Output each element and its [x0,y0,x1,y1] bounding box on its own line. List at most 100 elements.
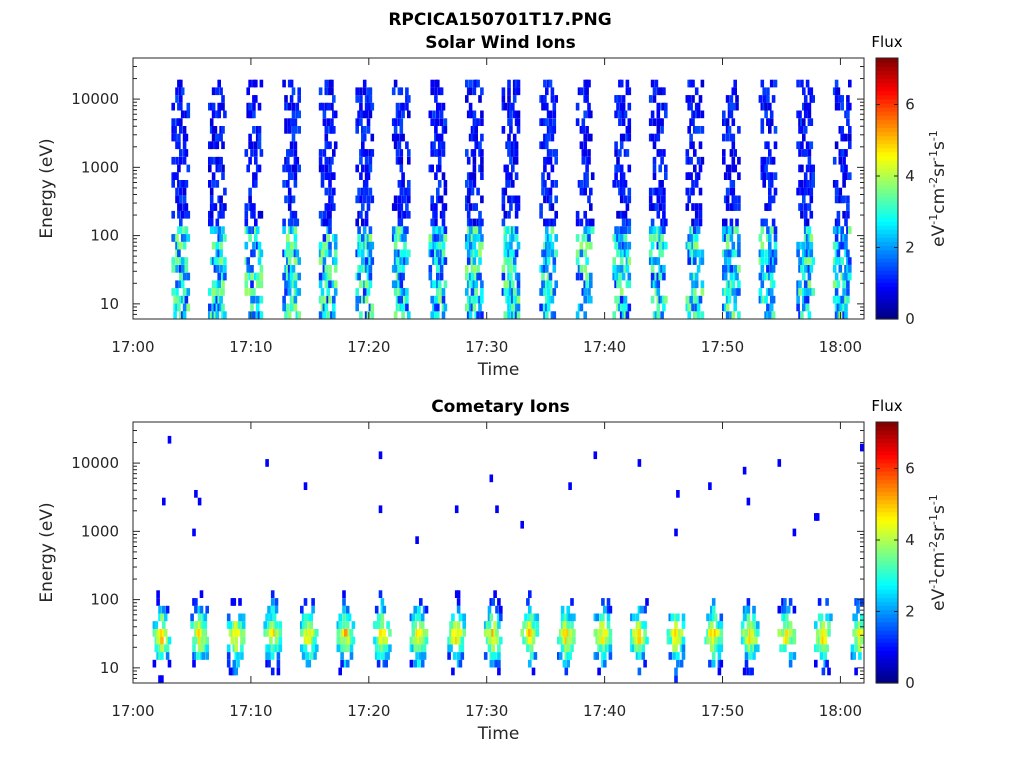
spectrogram-cell [430,249,434,258]
spectrogram-cell [284,195,288,204]
spectrogram-cell [589,218,593,227]
colorbar-band [876,282,898,287]
spectrogram-cell [436,265,440,273]
spectrogram-cell [217,226,221,234]
spectrogram-cell [740,636,745,645]
spectrogram-cell [384,636,388,645]
spectrogram-cell [612,265,616,273]
spectrogram-cell [625,249,630,258]
spectrogram-cell [545,141,549,150]
spectrogram-cell [691,203,695,211]
spectrogram-cell [384,659,388,668]
spectrogram-cell [768,149,772,157]
spectrogram-cell [771,311,776,319]
spectrogram-cell [737,203,741,211]
spectrogram-cell [175,288,179,296]
spectrogram-cell [179,265,183,273]
spectrogram-cell [579,187,584,196]
spectrogram-cell [393,203,398,211]
spectrogram-cell [297,110,301,119]
spectrogram-cell [388,644,392,653]
spectrogram-cell [689,102,693,111]
spectrogram-cell [470,303,475,312]
spectrogram-cell [478,95,482,103]
spectrogram-cell [735,226,739,234]
spectrogram-cell [769,280,774,289]
spectrogram-cell [832,241,837,250]
spectrogram-cell [512,249,517,258]
spectrogram-cell [460,652,465,660]
spectrogram-cell [503,249,508,258]
colorbar-band [876,523,898,529]
spectrogram-cell [848,126,852,134]
spectrogram-cell [451,621,455,629]
spectrogram-cell [834,257,839,265]
spectrogram-cell [679,659,684,668]
spectrogram-cell [585,180,589,188]
spectrogram-cell [614,110,618,119]
spectrogram-cell [700,280,705,289]
spectrogram-cell [217,280,221,289]
spectrogram-cell [529,652,534,660]
spectrogram-cell [443,226,448,234]
spectrogram-cell [219,234,223,242]
spectrogram-cell [437,102,442,111]
spectrogram-cell [370,195,375,204]
colorbar-band [876,123,898,128]
spectrogram-cell [213,156,218,165]
spectrogram-cell [840,303,844,312]
spectrogram-cell [470,265,475,273]
spectrogram-cell [762,180,766,188]
spectrogram-cell [708,629,712,637]
colorbar-band [876,257,898,263]
spectrogram-cell [269,621,273,629]
spectrogram-cell [405,226,409,234]
spectrogram-cell [291,280,296,289]
spectrogram-cell [230,636,235,645]
spectrogram-cell [340,636,344,645]
spectrogram-cell [167,435,172,444]
spectrogram-cell [727,110,732,119]
spectrogram-cell [491,629,495,637]
spectrogram-cell [616,164,620,173]
spectrogram-cell [226,652,231,660]
spectrogram-cell [501,102,506,111]
spectrogram-cell [370,102,375,111]
spectrogram-cell [465,288,469,296]
spectrogram-cell [840,133,844,142]
spectrogram-cell [696,126,701,134]
spectrogram-cell [156,598,160,606]
spectrogram-cell [476,218,480,227]
spectrogram-cell [332,172,336,180]
colorbar-band [876,499,898,505]
spectrogram-cell [689,226,693,234]
spectrogram-cell [612,180,616,188]
spectrogram-cell [403,226,407,234]
spectrogram-cell [796,79,800,88]
spectrogram-cell [209,102,214,111]
spectrogram-cell [723,257,728,265]
spectrogram-cell [270,590,275,598]
spectrogram-cell [332,126,336,134]
colorbar-band [876,528,898,533]
spectrogram-cell [762,95,766,103]
spectrogram-cell [254,226,258,234]
spectrogram-cell [468,280,473,289]
spectrogram-cell [405,303,409,312]
spectrogram-cell [848,141,852,150]
spectrogram-cell [466,187,471,196]
spectrogram-cell [516,241,521,250]
spectrogram-cell [349,636,354,645]
spectrogram-cell [495,636,499,645]
spectrogram-cell [439,272,444,281]
spectrogram-cell [838,95,843,103]
spectrogram-cell [349,652,354,660]
colorbar-band [876,164,898,169]
spectrogram-cell [827,621,831,629]
spectrogram-cell [766,87,770,96]
spectrogram-cell [432,257,436,265]
spectrogram-cell [583,180,587,188]
spectrogram-cell [361,149,365,157]
spectrogram-cell [713,644,718,653]
spectrogram-cell [336,629,341,637]
